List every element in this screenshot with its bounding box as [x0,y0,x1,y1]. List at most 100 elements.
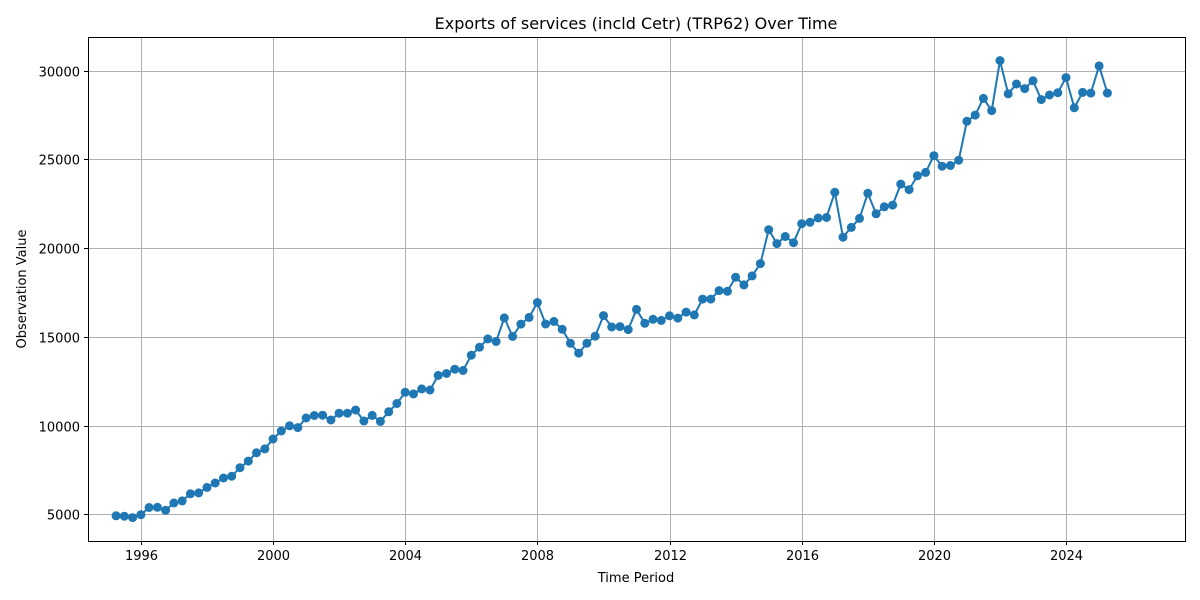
data-point [202,482,212,492]
data-point [615,322,625,332]
data-point [367,410,377,420]
data-point [1028,76,1038,86]
data-point [846,222,856,232]
data-point [706,294,716,304]
y-axis-ticks: 5000 10000 15000 20000 25000 30000 [39,66,88,524]
data-point [152,502,162,512]
data-point [879,202,889,212]
y-tick-label: 20000 [39,243,80,258]
data-point [243,456,253,466]
data-point [640,318,650,328]
data-point [681,307,691,317]
data-point [665,311,674,321]
data-point [210,478,220,488]
data-point [334,408,344,418]
data-point [689,310,699,320]
data-point [830,187,840,197]
data-point [144,503,154,512]
y-tick-label: 10000 [39,421,80,436]
y-tick-label: 15000 [39,332,80,347]
x-tick-label: 1996 [125,549,158,564]
data-point [755,259,765,269]
data-point [285,421,295,431]
data-point [747,271,757,281]
data-point [235,463,245,473]
x-tick-label: 2024 [1050,549,1083,564]
data-point [962,116,972,126]
x-tick-label: 2008 [521,549,554,564]
data-point [466,350,476,360]
data-point [276,426,286,436]
data-point [499,313,509,323]
data-point [450,364,460,374]
data-point [1012,79,1021,89]
data-point [541,319,551,329]
data-point [177,496,187,506]
data-point [822,213,831,222]
data-point [557,324,567,334]
data-point [252,448,261,458]
series [111,56,1112,523]
data-point [797,219,807,229]
data-point [789,238,798,248]
data-point [1069,103,1079,113]
data-point [904,185,914,195]
data-point [458,366,468,375]
x-axis-label: Time Period [597,571,674,586]
chart-title: Exports of services (incld Cetr) (TRP62)… [435,14,838,33]
data-point [425,385,435,395]
data-point [326,415,336,425]
data-point [549,317,559,326]
data-point [582,338,592,348]
data-point [565,338,575,348]
x-tick-label: 2004 [389,549,422,564]
data-point [1053,88,1063,98]
data-point [574,348,584,358]
data-point [268,434,278,444]
data-point [293,423,303,433]
data-point [978,93,988,103]
data-point [161,505,171,515]
data-point [1061,73,1071,83]
data-point [921,167,931,177]
data-point [1003,89,1013,99]
data-point [400,387,410,397]
data-point [764,225,774,235]
y-tick-label: 5000 [47,509,80,524]
data-point [384,407,394,417]
data-point [739,280,749,290]
data-point [119,511,129,521]
x-axis-ticks: 1996 2000 2004 2008 2012 2016 2020 2024 [125,541,1083,564]
data-point [1094,61,1104,71]
data-point [714,286,724,296]
data-point [524,312,534,322]
data-point [260,444,270,454]
y-axis-label: Observation Value [15,230,30,349]
data-point [508,331,518,341]
data-point [722,286,732,296]
data-point [1102,88,1112,98]
data-point [1078,87,1088,97]
y-tick-label: 30000 [39,66,80,81]
data-point [128,513,138,523]
data-point [731,272,741,282]
data-point [772,239,782,249]
data-point [417,384,427,394]
data-point [185,489,195,499]
data-point [995,56,1005,66]
data-point [1086,88,1096,98]
data-point [970,110,980,120]
data-point [912,171,922,181]
data-point [351,405,361,415]
plot-frame [88,37,1186,542]
data-point [937,161,947,171]
data-point [698,294,708,304]
x-tick-label: 2020 [918,549,951,564]
data-point [945,161,955,170]
data-point [673,313,683,323]
data-point [318,410,328,420]
data-point [375,416,385,426]
data-point [169,498,179,508]
x-tick-label: 2000 [257,549,290,564]
data-point [590,331,600,341]
